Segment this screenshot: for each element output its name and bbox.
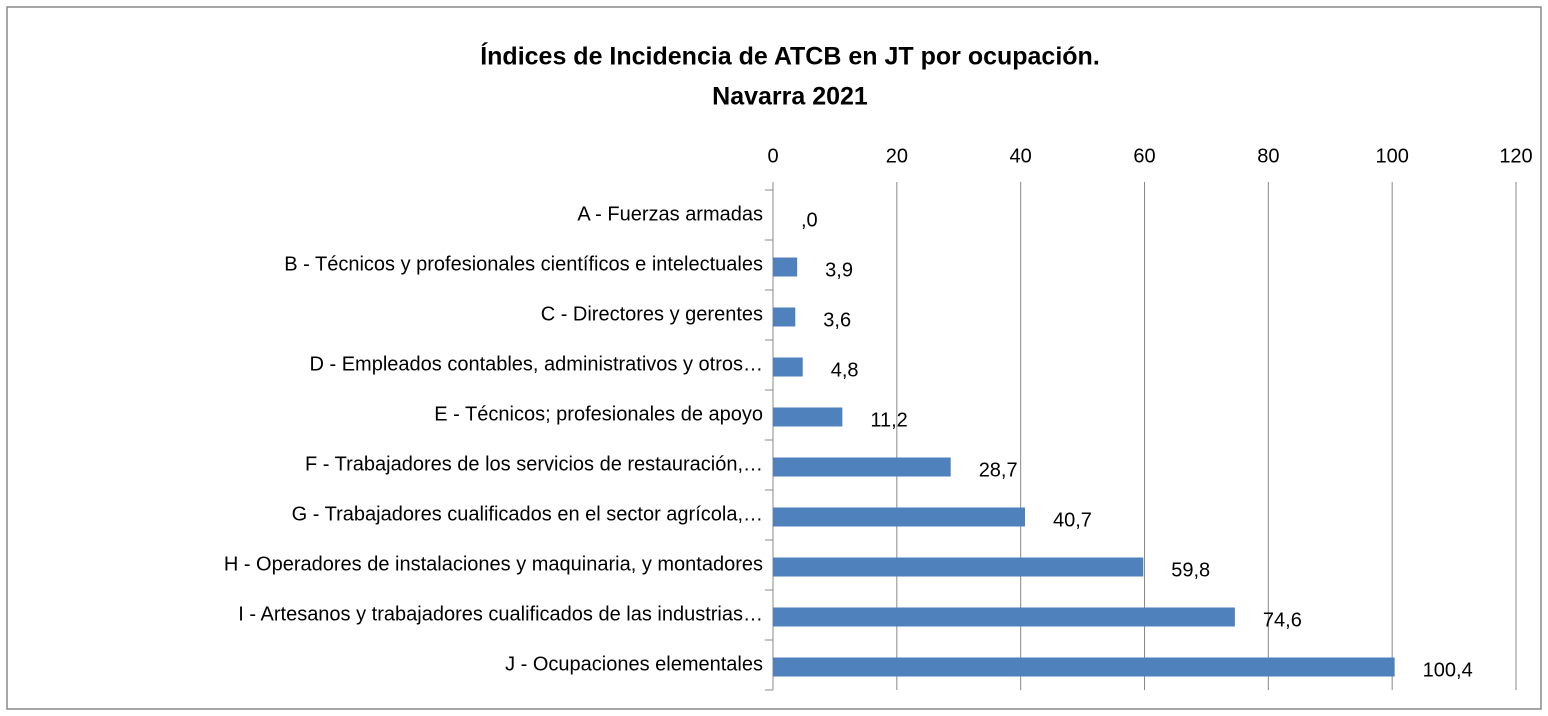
bar xyxy=(773,557,1144,577)
bar xyxy=(773,607,1235,627)
bar xyxy=(773,457,951,477)
y-tick-label: J - Ocupaciones elementales xyxy=(505,653,763,675)
data-label: 28,7 xyxy=(979,459,1018,481)
data-label: 3,9 xyxy=(825,259,853,281)
chart-title: Navarra 2021 xyxy=(712,83,868,111)
x-tick-label: 0 xyxy=(767,145,778,167)
y-tick-label: I - Artesanos y trabajadores cualificado… xyxy=(238,603,763,625)
bar xyxy=(773,657,1395,677)
bar xyxy=(773,257,798,277)
data-label: ,0 xyxy=(801,209,818,231)
data-label: 40,7 xyxy=(1053,509,1092,531)
x-tick-label: 40 xyxy=(1010,145,1032,167)
x-tick-label: 20 xyxy=(886,145,908,167)
x-tick-label: 100 xyxy=(1375,145,1408,167)
bar xyxy=(773,407,843,427)
chart-title: Índices de Incidencia de ATCB en JT por … xyxy=(480,42,1100,71)
data-label: 4,8 xyxy=(831,359,859,381)
y-tick-label: E - Técnicos; profesionales de apoyo xyxy=(434,403,763,425)
data-label: 74,6 xyxy=(1263,609,1302,631)
x-tick-label: 60 xyxy=(1133,145,1155,167)
x-tick-label: 120 xyxy=(1499,145,1532,167)
y-tick-label: D - Empleados contables, administrativos… xyxy=(309,353,763,375)
y-tick-label: C - Directores y gerentes xyxy=(541,303,763,325)
y-tick-label: F - Trabajadores de los servicios de res… xyxy=(305,453,763,475)
bar xyxy=(773,357,803,377)
data-label: 100,4 xyxy=(1423,659,1473,681)
y-tick-label: B - Técnicos y profesionales científicos… xyxy=(284,253,763,275)
data-label: 11,2 xyxy=(870,409,907,431)
bar xyxy=(773,507,1026,527)
data-label: 59,8 xyxy=(1171,559,1210,581)
bar xyxy=(773,307,796,327)
y-tick-label: G - Trabajadores cualificados en el sect… xyxy=(292,503,763,525)
x-tick-label: 80 xyxy=(1257,145,1279,167)
y-tick-label: A - Fuerzas armadas xyxy=(577,203,763,225)
y-tick-label: H - Operadores de instalaciones y maquin… xyxy=(224,553,763,575)
data-label: 3,6 xyxy=(823,309,851,331)
